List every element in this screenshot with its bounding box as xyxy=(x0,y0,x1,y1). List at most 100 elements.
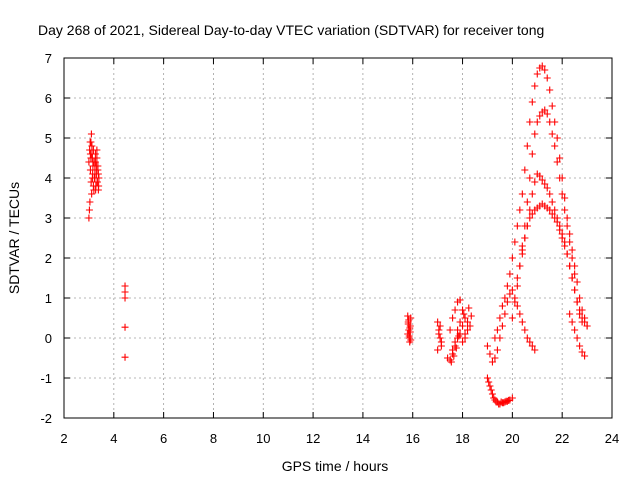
data-point xyxy=(533,118,541,126)
series-cluster-16h xyxy=(404,312,415,346)
data-point xyxy=(528,98,536,106)
data-point xyxy=(553,158,561,166)
data-point xyxy=(508,254,516,262)
data-point xyxy=(563,222,571,230)
data-point xyxy=(406,328,414,336)
data-point xyxy=(528,190,536,198)
data-point xyxy=(576,342,584,350)
data-point xyxy=(513,222,521,230)
data-point xyxy=(583,322,591,330)
data-point xyxy=(121,294,129,302)
data-point xyxy=(488,358,496,366)
data-point xyxy=(568,254,576,262)
data-point xyxy=(558,234,566,242)
series-early-cluster xyxy=(85,130,103,222)
data-point xyxy=(93,178,101,186)
data-point xyxy=(465,304,473,312)
data-point xyxy=(461,330,469,338)
data-point xyxy=(513,302,521,310)
data-point xyxy=(501,294,509,302)
data-point xyxy=(464,318,472,326)
data-point xyxy=(88,174,96,182)
data-point xyxy=(455,332,463,340)
data-point xyxy=(548,102,556,110)
data-point xyxy=(508,394,516,402)
data-point xyxy=(548,210,556,218)
data-point xyxy=(447,358,455,366)
data-point xyxy=(459,306,467,314)
data-point xyxy=(451,338,459,346)
data-point xyxy=(546,206,554,214)
y-tick-label: -1 xyxy=(40,371,52,386)
data-point xyxy=(556,226,564,234)
data-point xyxy=(528,150,536,158)
data-point xyxy=(483,342,491,350)
data-point xyxy=(87,130,95,138)
data-points xyxy=(85,62,591,408)
data-point xyxy=(456,296,464,304)
data-point xyxy=(95,182,103,190)
data-point xyxy=(87,154,95,162)
data-point xyxy=(523,142,531,150)
data-point xyxy=(459,338,467,346)
data-point xyxy=(452,344,460,352)
data-point xyxy=(561,206,569,214)
data-point xyxy=(498,322,506,330)
grid-lines xyxy=(64,58,612,418)
data-point xyxy=(86,138,94,146)
data-point xyxy=(437,338,445,346)
data-point xyxy=(571,270,579,278)
data-point xyxy=(488,390,496,398)
data-point xyxy=(516,262,524,270)
data-point xyxy=(573,298,581,306)
data-point xyxy=(86,166,94,174)
data-point xyxy=(548,130,556,138)
data-point xyxy=(121,282,129,290)
axis-ticks xyxy=(63,57,613,419)
data-point xyxy=(486,382,494,390)
y-tick-label: 4 xyxy=(45,171,52,186)
y-tick-label: 6 xyxy=(45,91,52,106)
data-point xyxy=(528,342,536,350)
data-point xyxy=(546,190,554,198)
data-point xyxy=(404,320,412,328)
data-point xyxy=(449,346,457,354)
data-point xyxy=(551,214,559,222)
x-tick-label: 2 xyxy=(60,431,67,446)
data-point xyxy=(568,318,576,326)
data-point xyxy=(548,198,556,206)
data-point xyxy=(581,352,589,360)
data-point xyxy=(523,198,531,206)
data-point xyxy=(521,326,529,334)
data-point xyxy=(521,166,529,174)
data-point xyxy=(508,314,516,322)
data-point xyxy=(516,310,524,318)
data-point xyxy=(566,238,574,246)
data-point xyxy=(578,348,586,356)
data-point xyxy=(556,154,564,162)
y-tick-label: 5 xyxy=(45,131,52,146)
x-tick-label: 4 xyxy=(110,431,117,446)
data-point xyxy=(436,322,444,330)
data-point xyxy=(486,350,494,358)
data-point xyxy=(496,334,504,342)
data-point xyxy=(93,154,101,162)
data-point xyxy=(578,318,586,326)
data-point xyxy=(508,286,516,294)
data-point xyxy=(405,332,413,340)
data-point xyxy=(573,334,581,342)
data-point xyxy=(446,326,454,334)
data-point xyxy=(541,180,549,188)
y-tick-label: 0 xyxy=(45,331,52,346)
data-point xyxy=(496,314,504,322)
data-point xyxy=(435,330,443,338)
data-point xyxy=(526,174,534,182)
data-point xyxy=(498,302,506,310)
x-tick-label: 24 xyxy=(605,431,619,446)
x-tick-label: 12 xyxy=(306,431,320,446)
data-point xyxy=(538,176,546,184)
data-point xyxy=(526,214,534,222)
y-tick-label: 2 xyxy=(45,251,52,266)
data-point xyxy=(449,314,457,322)
data-point xyxy=(86,146,94,154)
